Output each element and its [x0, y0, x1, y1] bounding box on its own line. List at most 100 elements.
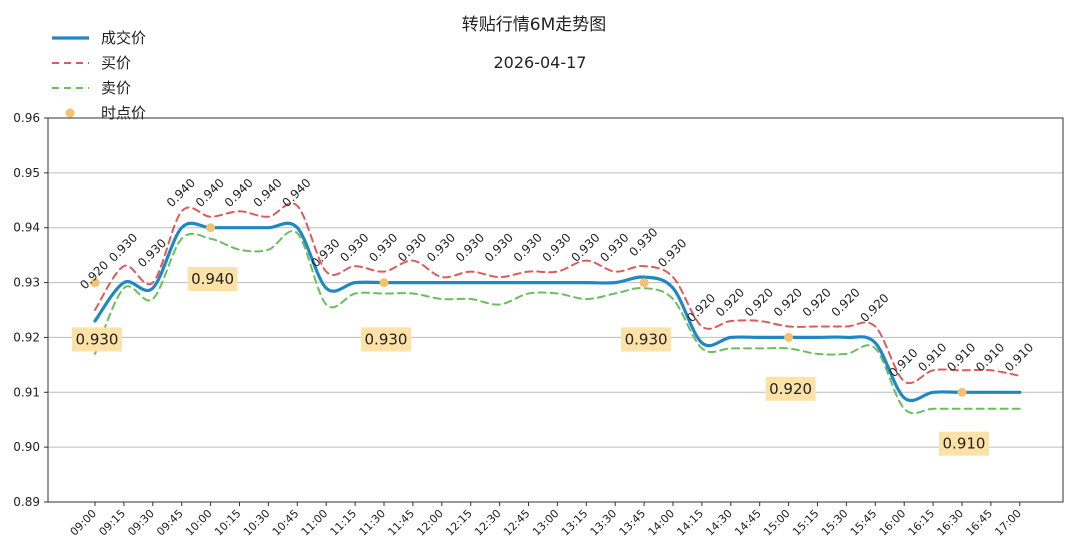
point-label: 0.930	[337, 230, 371, 264]
x-tick-label: 10:45	[270, 507, 302, 539]
point-label: 0.910	[1002, 340, 1036, 374]
value-box-label: 0.930	[365, 330, 408, 348]
time-point-marker	[957, 387, 967, 397]
value-box	[939, 431, 989, 456]
point-label: 0.920	[742, 285, 776, 319]
legend-label: 时点价	[101, 104, 146, 122]
point-label: 0.920	[713, 285, 747, 319]
x-tick-label: 11:00	[299, 507, 331, 539]
legend-label: 成交价	[101, 29, 146, 47]
point-label: 0.930	[626, 225, 660, 259]
time-point-layer	[90, 223, 967, 397]
x-tick-label: 14:45	[732, 507, 764, 539]
point-label: 0.930	[569, 230, 603, 264]
x-tick-label: 14:30	[703, 507, 735, 539]
value-box-label: 0.930	[625, 330, 668, 348]
time-point-marker	[206, 223, 216, 233]
y-tick-label: 0.95	[13, 166, 40, 180]
x-tick-label: 15:15	[790, 507, 822, 539]
grid	[48, 172, 1063, 448]
value-box	[187, 267, 238, 292]
x-tick-label: 10:30	[241, 507, 273, 539]
x-tick-label: 15:45	[848, 507, 880, 539]
chart-subtitle: 2026-04-17	[494, 53, 587, 72]
value-box	[621, 327, 672, 352]
point-label: 0.940	[193, 176, 227, 210]
point-label: 0.930	[424, 230, 458, 264]
x-tick-label: 16:00	[877, 507, 909, 539]
value-box-label: 0.930	[76, 330, 119, 348]
point-label: 0.930	[366, 230, 400, 264]
y-tick-label: 0.90	[13, 440, 40, 454]
series-line-1	[94, 202, 1021, 385]
point-label: 0.930	[511, 230, 545, 264]
x-tick-label: 13:45	[617, 507, 649, 539]
y-tick-label: 0.91	[13, 385, 40, 399]
point-label: 0.920	[858, 291, 892, 325]
legend-label: 买价	[101, 54, 131, 72]
x-tick-label: 09:00	[68, 507, 100, 539]
chart-title: 转贴行情6M走势图	[462, 15, 606, 35]
x-tick-label: 10:00	[183, 507, 215, 539]
x-tick-label: 10:15	[212, 507, 244, 539]
x-tick-label: 17:00	[992, 507, 1024, 539]
point-label: 0.930	[482, 230, 516, 264]
annotation-box-layer: 0.930 0.940 0.930 0.930 0.920 0.910	[72, 267, 989, 456]
x-tick-label: 15:00	[761, 507, 793, 539]
x-tick-label: 15:30	[819, 507, 851, 539]
time-point-marker	[784, 332, 794, 342]
x-tick-label: 16:15	[906, 507, 938, 539]
y-tick-label: 0.89	[13, 495, 40, 509]
point-label: 0.910	[886, 346, 920, 380]
x-tick-label: 11:45	[385, 507, 417, 539]
point-label: 0.930	[655, 236, 689, 270]
x-tick-label: 13:30	[588, 507, 620, 539]
y-tick-label: 0.93	[13, 276, 40, 290]
point-label: 0.930	[453, 230, 487, 264]
value-box-label: 0.920	[769, 380, 812, 398]
time-point-marker	[639, 278, 649, 288]
axes: 0.890.900.910.920.930.940.950.9609:0009:…	[13, 111, 1064, 539]
x-tick-label: 14:15	[674, 507, 706, 539]
point-label: 0.920	[684, 291, 718, 325]
x-tick-label: 12:45	[501, 507, 533, 539]
y-tick-label: 0.92	[13, 330, 40, 344]
x-tick-label: 09:30	[125, 507, 157, 539]
y-tick-label: 0.96	[13, 111, 40, 125]
point-label: 0.940	[222, 176, 256, 210]
x-tick-label: 13:15	[559, 507, 591, 539]
x-tick-label: 14:00	[646, 507, 678, 539]
x-tick-label: 16:45	[963, 507, 995, 539]
time-point-marker	[90, 278, 100, 288]
y-tick-label: 0.94	[13, 221, 40, 235]
x-tick-label: 12:15	[443, 507, 475, 539]
value-box	[361, 327, 411, 352]
value-box-label: 0.910	[943, 435, 986, 453]
series-line-0	[93, 221, 1022, 403]
x-tick-label: 12:00	[414, 507, 446, 539]
point-label: 0.940	[251, 176, 285, 210]
x-tick-label: 13:00	[530, 507, 562, 539]
value-box	[765, 376, 816, 401]
x-tick-label: 12:30	[472, 507, 504, 539]
series-layer	[93, 202, 1022, 415]
point-label: 0.920	[800, 285, 834, 319]
point-label: 0.940	[164, 176, 198, 210]
plot-frame	[47, 117, 1064, 503]
point-label: 0.930	[540, 230, 574, 264]
point-label: 0.910	[944, 340, 978, 374]
x-tick-label: 11:15	[328, 507, 360, 539]
x-tick-label: 16:30	[935, 507, 967, 539]
series-line-2	[94, 230, 1021, 415]
value-box-label: 0.940	[191, 270, 234, 288]
x-tick-label: 11:30	[357, 507, 389, 539]
point-label: 0.930	[395, 230, 429, 264]
legend-swatch-time-point	[65, 108, 75, 118]
legend-label: 卖价	[101, 79, 131, 97]
value-box	[72, 327, 122, 352]
point-label: 0.930	[597, 230, 631, 264]
x-tick-label: 09:15	[96, 507, 128, 539]
time-point-marker	[379, 278, 389, 288]
